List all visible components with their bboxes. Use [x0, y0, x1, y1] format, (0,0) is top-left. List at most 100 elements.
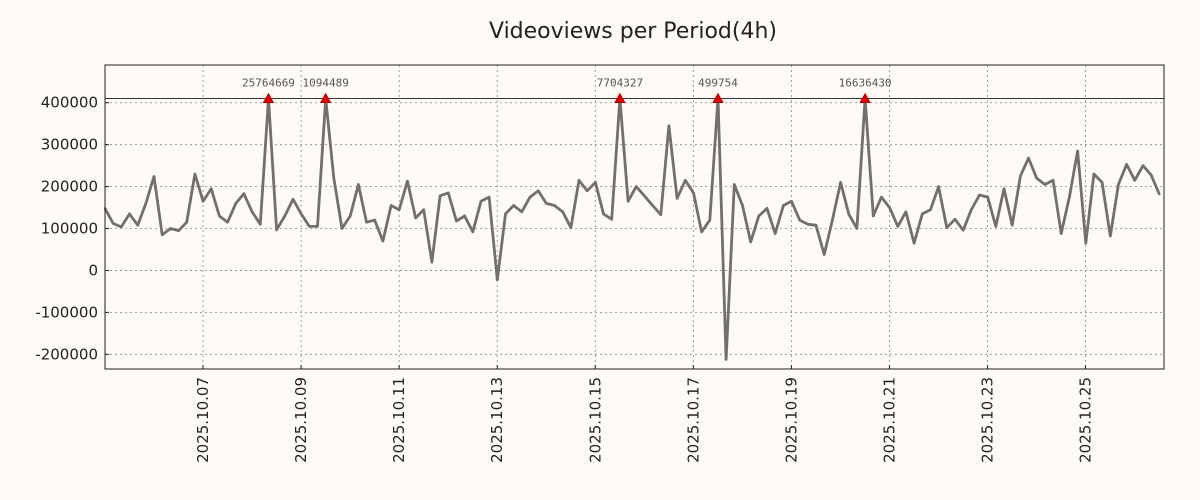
data-point [1010, 223, 1014, 227]
data-point [839, 181, 842, 184]
data-point [1158, 192, 1161, 196]
data-point [1092, 172, 1096, 176]
data-point [161, 233, 164, 237]
data-point [136, 223, 139, 227]
peak-annotation-label: 25764669 [242, 77, 295, 90]
data-point [1068, 195, 1071, 199]
x-tick-label: 2025.10.09 [292, 377, 310, 463]
chart-title: Videoviews per Period(4h) [489, 19, 777, 44]
data-point [545, 202, 548, 205]
data-point [904, 210, 908, 213]
data-point [970, 208, 973, 211]
peak-annotation-label: 499754 [698, 77, 738, 90]
data-point [242, 192, 246, 195]
data-point [594, 181, 597, 184]
data-point [496, 278, 499, 281]
data-point [1125, 163, 1128, 166]
data-point [733, 183, 736, 186]
data-point [651, 204, 654, 207]
data-point [504, 212, 507, 216]
data-point [1019, 174, 1022, 178]
x-tick-label: 2025.10.19 [782, 377, 800, 463]
data-point [316, 225, 319, 228]
data-point [1141, 164, 1145, 167]
data-point [1035, 177, 1038, 180]
data-point [193, 172, 197, 176]
y-tick-label: 0 [88, 261, 98, 279]
data-point [1060, 232, 1063, 235]
data-point [684, 179, 687, 182]
data-point [447, 191, 450, 195]
data-point [692, 191, 695, 195]
data-point [520, 210, 524, 213]
data-point [872, 214, 875, 218]
data-point [275, 228, 278, 231]
data-point [357, 183, 360, 186]
data-point [831, 218, 834, 222]
data-point [896, 225, 899, 228]
annotations: 25764669 1094489 7704327 499754 16636430 [242, 77, 892, 103]
data-point [635, 185, 638, 188]
series-points [103, 97, 1161, 361]
data-point [765, 207, 769, 210]
data-point [1149, 173, 1153, 177]
data-point [430, 260, 434, 264]
data-point [1084, 242, 1087, 245]
data-point [381, 239, 385, 243]
data-point [978, 193, 981, 197]
data-point [741, 204, 744, 207]
data-point [152, 175, 156, 178]
data-point [1051, 179, 1055, 182]
y-tick-label: -200000 [35, 345, 98, 363]
data-point [961, 229, 965, 232]
data-point [945, 226, 949, 229]
data-point [667, 124, 671, 128]
y-tick-label: 400000 [41, 94, 98, 112]
y-tick-label: 300000 [41, 136, 98, 154]
data-point [675, 197, 679, 200]
x-tick-label: 2025.10.21 [880, 377, 898, 463]
data-point [855, 227, 859, 230]
peak-marker-icon [712, 92, 724, 103]
data-point [643, 194, 646, 198]
peak-marker-icon [319, 92, 332, 103]
data-point [773, 232, 777, 235]
x-axis: 2025.10.07 2025.10.09 2025.10.11 2025.10.13… [194, 365, 1095, 463]
y-tick-label: 200000 [41, 178, 98, 196]
x-tick-label: 2025.10.13 [488, 377, 506, 463]
data-point [487, 195, 491, 199]
data-point [414, 216, 417, 220]
y-tick-label: -100000 [35, 303, 98, 321]
data-point [782, 204, 785, 207]
data-point [953, 218, 957, 221]
data-point [438, 194, 442, 198]
peak-annotation-label: 1094489 [302, 77, 348, 90]
data-point [929, 208, 932, 211]
y-tick-label: 100000 [41, 220, 98, 238]
data-point [177, 229, 180, 232]
data-point [144, 202, 148, 205]
data-point [332, 177, 336, 180]
data-point [553, 204, 556, 207]
data-point [749, 240, 752, 244]
plot-frame [104, 64, 1165, 370]
data-point [259, 223, 262, 226]
data-point [561, 210, 564, 213]
data-point [912, 242, 916, 245]
data-point [1043, 183, 1047, 186]
data-point [790, 200, 793, 203]
data-point [610, 218, 613, 221]
data-point [708, 218, 711, 222]
data-point [823, 253, 826, 256]
data-point [986, 195, 989, 199]
data-point [201, 200, 205, 203]
data-point [283, 214, 287, 218]
data-point [602, 212, 605, 216]
data-point [210, 187, 213, 190]
data-point [111, 222, 115, 225]
data-point [659, 213, 662, 216]
data-point [250, 210, 254, 213]
data-point [626, 200, 630, 203]
data-point [577, 179, 581, 182]
